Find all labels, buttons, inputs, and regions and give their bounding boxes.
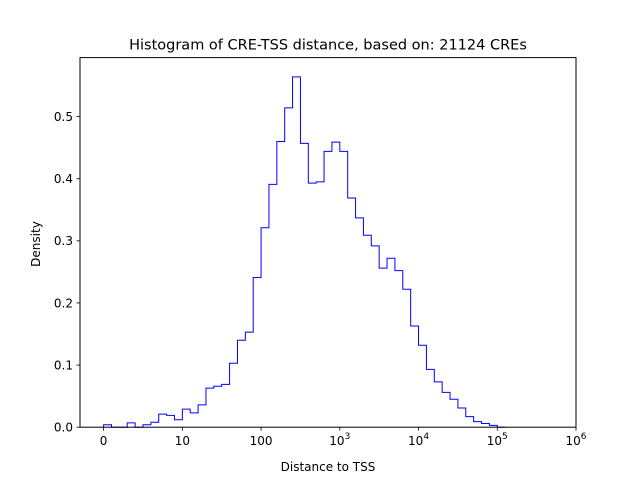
x-tick-label-base: 10	[175, 434, 190, 448]
plot-frame	[79, 57, 577, 428]
y-tick-label: 0.5	[54, 110, 73, 124]
x-tick-label-base: 10	[329, 434, 344, 448]
x-tick-label-base: 10	[408, 434, 423, 448]
y-tick-label: 0.4	[54, 172, 73, 186]
x-tick-label-exponent: 6	[581, 432, 587, 442]
x-axis-label: Distance to TSS	[281, 460, 376, 474]
x-tick-label-exponent: 4	[423, 432, 429, 442]
chart-title: Histogram of CRE-TSS distance, based on:…	[129, 38, 527, 54]
y-tick-label: 0.2	[54, 296, 73, 310]
x-tick-label-base: 10	[565, 434, 580, 448]
x-tick-label-exponent: 5	[502, 432, 508, 442]
y-tick-label: 0.3	[54, 234, 73, 248]
x-tick-label-exponent: 3	[345, 432, 351, 442]
x-tick-label-base: 100	[250, 434, 273, 448]
y-tick-label: 0.0	[54, 421, 73, 435]
y-axis-label: Density	[29, 221, 43, 267]
y-tick-label: 0.1	[54, 358, 73, 372]
x-tick-label: 0	[100, 434, 108, 448]
x-tick-label: 103	[329, 432, 350, 448]
y-axis: 0.0 0.1 0.2 0.3 0.4 0.5	[54, 110, 80, 435]
plot-area	[103, 76, 506, 428]
x-tick-label: 106	[565, 432, 586, 448]
histogram-step-line	[103, 76, 506, 428]
x-axis: 0 10 100 103 104 105 106	[100, 427, 587, 448]
x-tick-label-base: 0	[100, 434, 108, 448]
x-tick-label: 10	[175, 434, 190, 448]
x-tick-label: 105	[487, 432, 508, 448]
x-tick-label: 104	[408, 432, 429, 448]
x-tick-label-base: 10	[487, 434, 502, 448]
x-tick-label: 100	[250, 434, 273, 448]
